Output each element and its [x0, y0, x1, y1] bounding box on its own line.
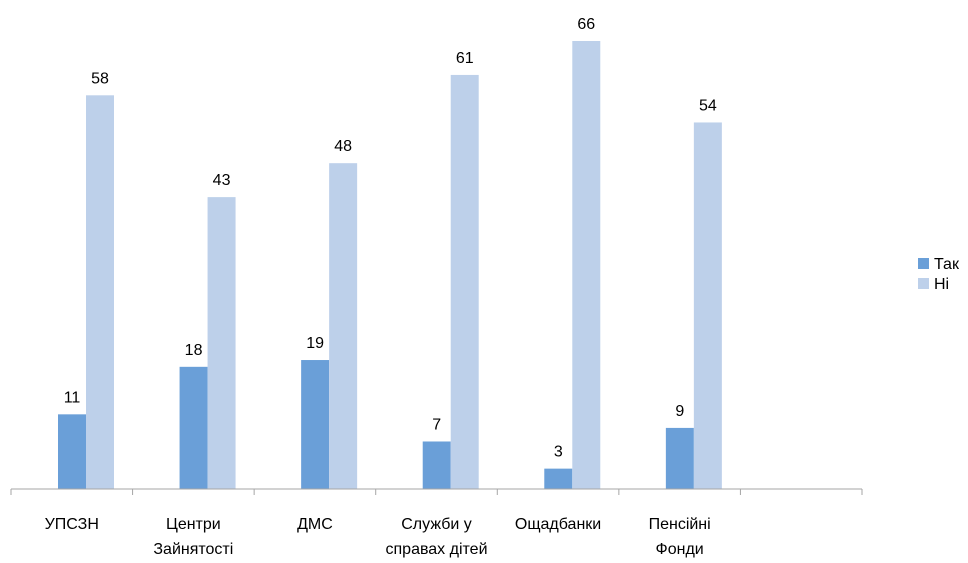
value-label: 43 [213, 172, 231, 189]
category-labels-group: УПСЗН Центри Зайнятості ДМС Служби у справах … [45, 516, 711, 558]
bar-ni-2 [329, 163, 358, 489]
bar-ni-5 [693, 122, 722, 490]
x-tick-label: Пенсійні [649, 516, 711, 533]
bar-tak-3 [422, 441, 451, 489]
legend-label-tak: Так [934, 256, 960, 273]
legend-swatch-ni [918, 278, 929, 289]
value-label: 7 [432, 416, 441, 433]
x-tick-label: Служби у [401, 516, 472, 533]
value-label: 58 [91, 70, 109, 87]
bar-ni-4 [572, 41, 601, 489]
legend-label-ni: Ні [934, 276, 949, 293]
bar-ni-1 [207, 197, 236, 489]
bar-tak-5 [665, 427, 694, 489]
bars-group [58, 41, 722, 490]
bar-tak-1 [179, 366, 208, 489]
x-axis [10, 488, 863, 495]
value-label: 19 [306, 335, 324, 352]
x-tick-label: УПСЗН [45, 516, 99, 533]
value-label: 54 [699, 97, 717, 114]
x-tick-label: ДМС [297, 516, 333, 533]
legend-swatch-tak [918, 258, 929, 269]
value-label: 3 [554, 444, 563, 461]
value-label: 48 [334, 138, 352, 155]
value-label: 66 [577, 16, 595, 33]
bar-tak-4 [544, 468, 573, 489]
bar-tak-2 [301, 360, 330, 489]
legend: Так Ні [918, 256, 960, 293]
value-label: 18 [185, 342, 203, 359]
value-label: 9 [675, 403, 684, 420]
bar-ni-3 [450, 74, 479, 489]
x-tick-label: Центри [166, 516, 221, 533]
x-tick-label: Зайнятості [153, 541, 233, 558]
value-labels-group: 11 58 18 43 19 48 7 61 3 66 9 54 [64, 16, 717, 461]
value-label: 11 [64, 389, 81, 406]
x-tick-label: Ощадбанки [515, 516, 601, 533]
bar-tak-0 [58, 414, 86, 489]
value-label: 61 [456, 50, 474, 67]
bar-ni-0 [86, 95, 114, 489]
x-tick-label: Фонди [656, 541, 704, 558]
x-tick-label: справах дітей [386, 541, 488, 558]
